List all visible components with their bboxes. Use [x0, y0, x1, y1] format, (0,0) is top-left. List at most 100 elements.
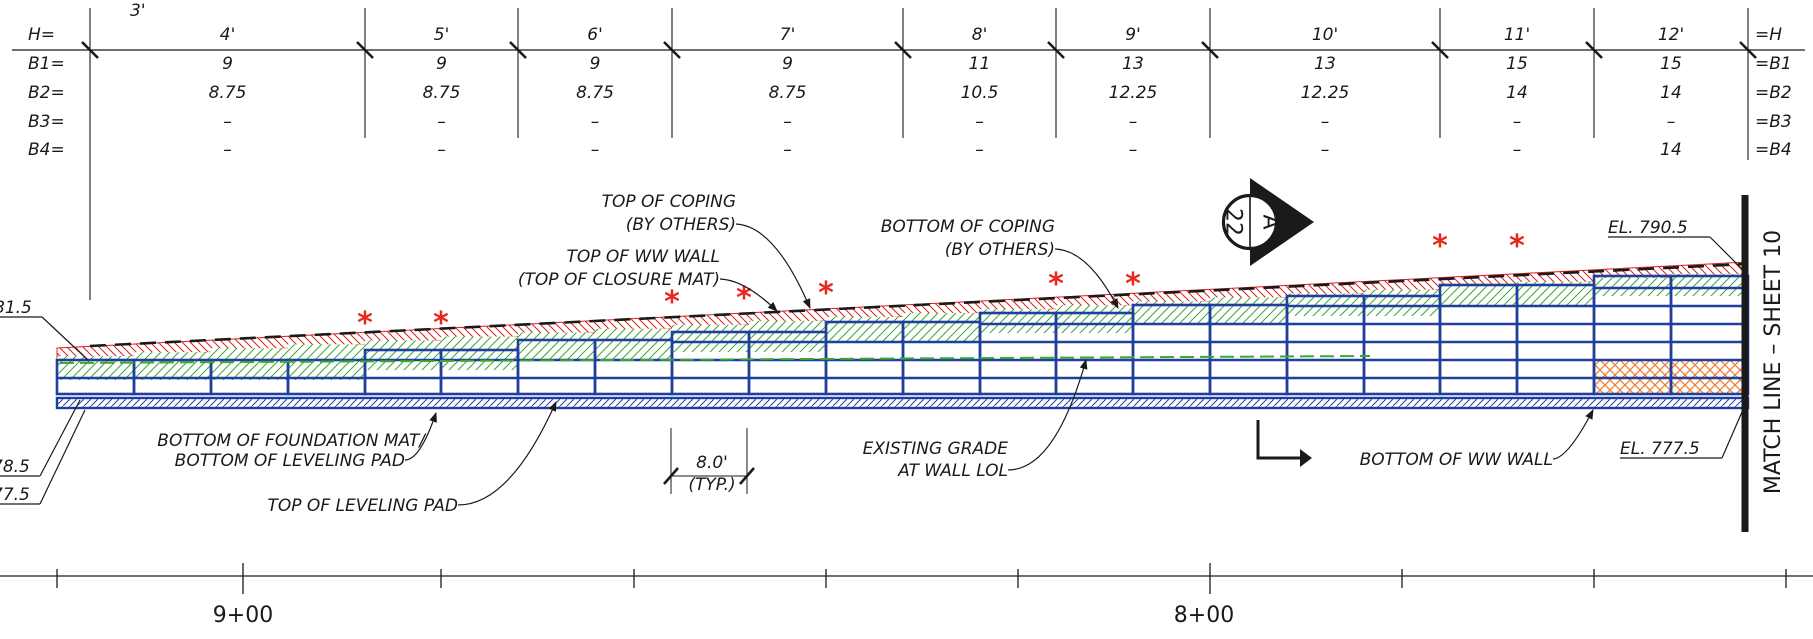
row-label-left: H=: [28, 25, 55, 45]
row-label-right: =B2: [1755, 83, 1792, 103]
note-el-top-right: EL. 790.5: [1608, 218, 1688, 238]
leader-existing-grade: [1007, 359, 1088, 471]
table-tick-mark: [894, 41, 912, 59]
fill-hatch-panel: [595, 328, 672, 360]
table-cell-b1: 11: [969, 54, 991, 74]
table-cell-h: 10': [1312, 25, 1338, 45]
wall-panel-grid: [55, 274, 1750, 410]
table-cell-b2: 8.75: [769, 83, 807, 103]
table-cell-b1: 15: [1660, 54, 1682, 74]
asterisk-marker: *: [664, 285, 680, 320]
asterisk-marker: *: [1125, 267, 1141, 302]
fill-hatch-panel: [980, 309, 1056, 333]
table-cell-b3: –: [1667, 112, 1676, 132]
table-cell-b2: 8.75: [576, 83, 614, 103]
fill-hatch-panel: [134, 352, 211, 380]
leader-bottom-coping: [1054, 248, 1119, 309]
table-cell-b3: –: [223, 112, 232, 132]
table-tick-mark: [1585, 41, 1603, 59]
table-cell-b3: –: [1321, 112, 1330, 132]
table-cell-b4: –: [1129, 140, 1138, 160]
table-cell-b2: 8.75: [209, 83, 247, 103]
asterisk-marker: *: [1509, 229, 1525, 264]
annotation-notes: TOP OF COPING (BY OTHERS) TOP OF WW WALL…: [0, 192, 1746, 516]
fill-hatch-panel: [749, 320, 826, 352]
table-cell-b1: 9: [222, 54, 233, 74]
table-tick-mark: [1431, 41, 1449, 59]
table-cell-b1: 9: [782, 54, 793, 74]
row-label-right: =B4: [1755, 140, 1792, 160]
el-bottom-right-leader: [1721, 404, 1746, 459]
note-existing-grade-line2: AT WALL LOL: [897, 461, 1008, 481]
table-cell-h: 6': [587, 25, 603, 45]
table-cell-h: 7': [780, 25, 796, 45]
table-tick-mark: [356, 41, 374, 59]
table-cell-b1: 13: [1122, 54, 1144, 74]
table-cell-b4: –: [223, 140, 232, 160]
row-label-left: B4=: [28, 140, 65, 160]
fill-hatch-panel: [1287, 293, 1364, 316]
note-spacing-value: 8.0': [696, 453, 728, 473]
table-cell-b4: –: [591, 140, 600, 160]
direction-arrow-icon: [1256, 420, 1300, 460]
note-bottom-foundation-line1: BOTTOM OF FOUNDATION MAT/: [157, 431, 427, 451]
table-cell-b3: –: [1513, 112, 1522, 132]
table-top-fragment: 3': [130, 1, 146, 21]
asterisk-marker: *: [736, 281, 752, 316]
table-cell-b1: 9: [590, 54, 601, 74]
dimension-table-values: 3' H= B1= B2= B3= B4= =H =B1 =B2 =B3 =B4 4' 9 8.75 – – 5…: [28, 1, 1792, 160]
note-top-ww-line2: (TOP OF CLOSURE MAT): [518, 270, 720, 290]
table-cell-b4: 14: [1660, 140, 1682, 160]
table-cell-b2: 8.75: [423, 83, 461, 103]
table-cell-h: 5': [434, 25, 450, 45]
fill-hatch-panel: [441, 336, 518, 370]
top-of-coping-line: [89, 262, 1746, 348]
station-ticks: [56, 563, 1787, 594]
leader-bottom-foundation: [404, 412, 437, 461]
note-bottom-coping-line1: BOTTOM OF COPING: [881, 217, 1055, 237]
note-el-left-3: 77.5: [0, 485, 30, 505]
table-cell-b2: 12.25: [1109, 83, 1158, 103]
asterisk-marker: *: [1048, 267, 1064, 302]
station-label-800: 8+00: [1174, 603, 1234, 628]
table-cell-b2: 12.25: [1301, 83, 1350, 103]
existing-grade-line: [59, 355, 1371, 364]
fill-hatch-panel: [1056, 305, 1133, 333]
el-left-3-leader: [39, 409, 86, 505]
table-cell-b2: 10.5: [961, 83, 999, 103]
el-left-1-leader: [41, 316, 89, 361]
station-label-900: 9+00: [213, 603, 273, 628]
table-cell-b4: –: [437, 140, 446, 160]
note-existing-grade-line1: EXISTING GRADE: [863, 439, 1009, 459]
table-cell-b4: –: [1513, 140, 1522, 160]
table-cell-h: 12': [1658, 25, 1684, 45]
wall-profile-lines: [59, 262, 1746, 364]
leader-top-leveling: [457, 401, 557, 506]
direction-arrow-head-icon: [1300, 449, 1312, 467]
table-cell-b2: 14: [1506, 83, 1528, 103]
fill-hatch-panel: [365, 340, 441, 370]
note-top-ww-line1: TOP OF WW WALL: [566, 247, 720, 267]
table-cell-b1: 9: [436, 54, 447, 74]
note-el-left-2: 78.5: [0, 457, 30, 477]
fill-hatch-panel: [57, 356, 134, 380]
dimension-table: [12, 8, 1805, 300]
section-letter: A: [1258, 214, 1283, 229]
table-cell-b3: –: [975, 112, 984, 132]
fill-hatch-panel: [1440, 285, 1517, 305]
row-label-left: B3=: [28, 112, 65, 132]
note-spacing-typ: (TYP.): [688, 475, 735, 495]
row-label-right: =H: [1755, 25, 1782, 45]
table-cell-h: 9': [1125, 25, 1141, 45]
fill-hatch-panel: [903, 313, 980, 342]
fill-hatch-panel: [1210, 297, 1287, 325]
section-marker: A 22: [1221, 178, 1314, 266]
match-line-label: MATCH LINE – SHEET 10: [1761, 230, 1786, 494]
asterisk-marker: *: [357, 306, 373, 341]
leader-top-ww: [719, 278, 778, 312]
row-label-left: B2=: [28, 83, 65, 103]
row-label-right: =B1: [1755, 54, 1792, 74]
asterisk-marker: *: [433, 306, 449, 341]
